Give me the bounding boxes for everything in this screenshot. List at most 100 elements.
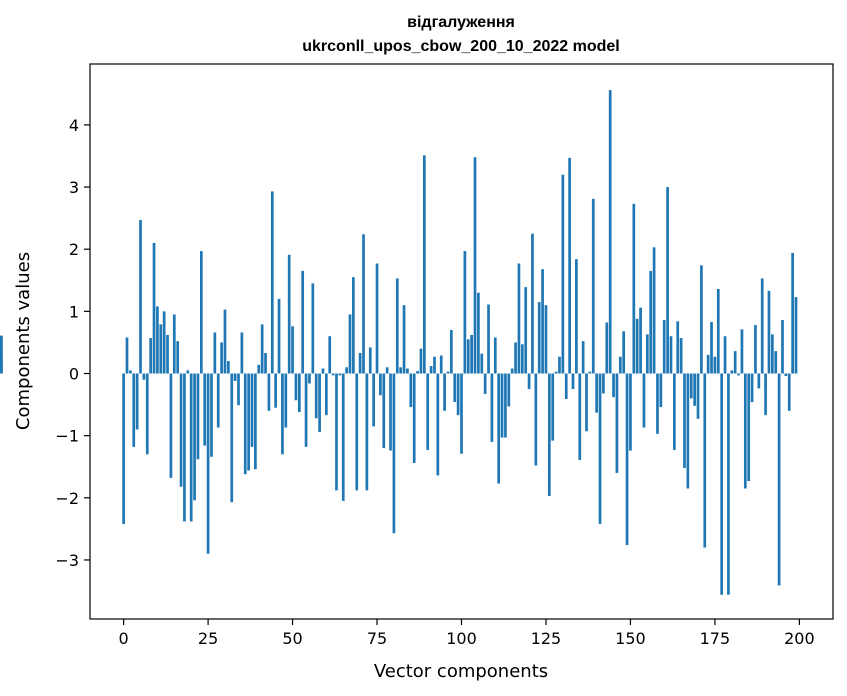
- bar: [514, 342, 517, 374]
- y-tick-label: 0: [69, 365, 79, 384]
- bar: [629, 373, 632, 451]
- bar: [318, 373, 321, 432]
- bar: [723, 336, 727, 374]
- bar: [466, 339, 470, 374]
- x-tick-label: 75: [367, 629, 387, 648]
- bar: [139, 220, 142, 374]
- bar: [416, 371, 419, 374]
- bar: [649, 270, 653, 374]
- bar: [608, 90, 612, 374]
- bar: [460, 373, 463, 454]
- bar: [331, 373, 335, 376]
- bar: [389, 373, 392, 451]
- bar: [0, 338, 3, 374]
- bar: [186, 370, 190, 374]
- bar: [433, 356, 436, 374]
- bar: [166, 334, 169, 374]
- bar: [554, 371, 558, 374]
- x-tick-label: 100: [446, 629, 477, 648]
- bar: [477, 292, 480, 374]
- bar: [297, 373, 301, 413]
- x-tick-label: 25: [198, 629, 218, 648]
- bar: [135, 373, 139, 430]
- bar: [308, 373, 311, 384]
- bar: [652, 247, 656, 374]
- bar: [260, 324, 264, 374]
- bar: [372, 373, 375, 427]
- bar: [575, 259, 578, 374]
- bar: [352, 277, 355, 374]
- bar: [227, 361, 230, 374]
- bar: [365, 373, 369, 491]
- bar: [0, 357, 3, 374]
- bar: [203, 373, 207, 446]
- bar: [618, 356, 622, 374]
- bar: [605, 322, 609, 374]
- bar: [639, 307, 642, 374]
- bar: [220, 342, 223, 374]
- plot-frame: [89, 63, 834, 620]
- bar: [757, 373, 761, 389]
- bar: [183, 373, 186, 522]
- bar: [142, 373, 146, 380]
- bar: [656, 373, 659, 434]
- bar: [402, 305, 406, 374]
- bar: [764, 373, 767, 416]
- bar: [564, 373, 568, 399]
- bar: [429, 366, 433, 374]
- bar: [791, 252, 794, 374]
- bar: [517, 263, 521, 374]
- bar: [314, 373, 318, 419]
- bar: [531, 233, 534, 374]
- bar: [693, 373, 696, 406]
- bar: [645, 334, 649, 374]
- bar: [281, 373, 284, 455]
- bar: [348, 314, 352, 374]
- bar: [504, 373, 507, 438]
- bar: [240, 332, 244, 374]
- bar: [216, 373, 220, 428]
- bar: [598, 373, 602, 524]
- bar: [196, 373, 200, 460]
- bar: [493, 337, 497, 374]
- bar: [311, 283, 315, 374]
- bar: [473, 157, 477, 374]
- bar: [642, 373, 646, 428]
- bar: [544, 305, 548, 374]
- chart-subtitle: ukrconll_upos_cbow_200_10_2022 model: [302, 38, 619, 55]
- bar: [760, 278, 764, 374]
- bar: [284, 373, 288, 428]
- bar: [510, 368, 514, 374]
- bar: [409, 373, 413, 408]
- chart-title: відгалуження: [407, 14, 515, 31]
- bar: [287, 254, 291, 374]
- bar: [771, 334, 774, 374]
- bar: [304, 373, 308, 447]
- bar: [669, 336, 673, 374]
- bar: [277, 298, 281, 374]
- bar: [784, 373, 788, 376]
- bar: [193, 373, 196, 501]
- bar: [338, 373, 342, 376]
- x-tick-label: 0: [119, 629, 129, 648]
- bar: [524, 287, 528, 374]
- bar: [750, 373, 754, 403]
- bar: [149, 338, 152, 374]
- bar: [737, 373, 740, 376]
- bar: [578, 373, 582, 460]
- bar: [662, 320, 666, 374]
- y-tick-label: 2: [69, 240, 79, 259]
- bar: [730, 370, 734, 374]
- bar: [355, 373, 359, 491]
- bar: [412, 373, 416, 464]
- bar: [500, 373, 504, 438]
- bar: [551, 373, 555, 441]
- bar: [406, 368, 409, 374]
- x-tick-label: 150: [615, 629, 646, 648]
- bar: [379, 373, 382, 396]
- bar: [777, 373, 781, 586]
- bar: [754, 325, 757, 374]
- x-tick-label: 125: [531, 629, 562, 648]
- bar: [635, 318, 639, 374]
- bar: [703, 373, 707, 548]
